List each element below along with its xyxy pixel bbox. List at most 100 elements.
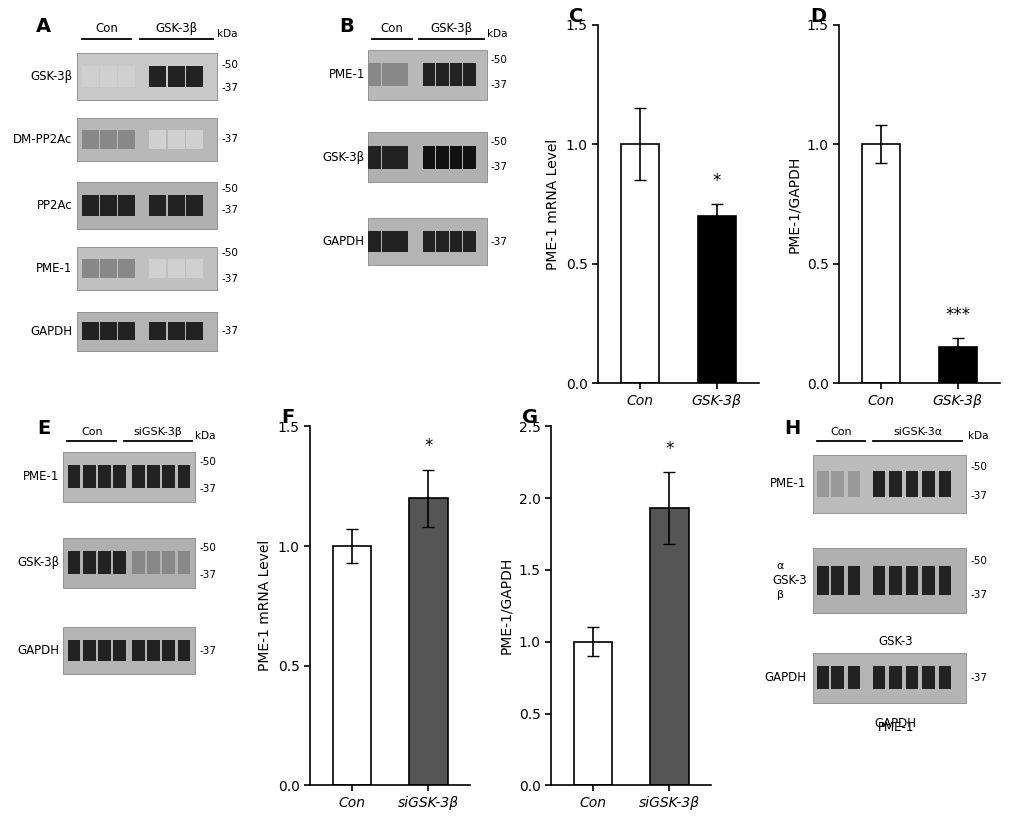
Text: -37: -37 (970, 492, 986, 501)
Text: Con: Con (95, 22, 118, 35)
Text: Con: Con (380, 22, 403, 35)
Text: GAPDH: GAPDH (322, 235, 365, 248)
Bar (77, 118, 217, 161)
Text: GAPDH: GAPDH (17, 645, 59, 657)
Bar (185, 196, 203, 216)
Text: B: B (339, 17, 354, 36)
Bar (132, 551, 145, 574)
Bar (812, 653, 965, 703)
Text: G: G (522, 408, 538, 428)
Text: kDa: kDa (486, 29, 507, 39)
Bar (147, 465, 160, 488)
Text: H: H (783, 420, 799, 438)
Text: -37: -37 (490, 236, 506, 247)
Bar (132, 640, 145, 661)
Text: F: F (281, 408, 294, 428)
Bar (381, 146, 394, 169)
Bar (177, 640, 190, 661)
Bar (167, 130, 184, 149)
Bar (82, 196, 99, 216)
Bar (100, 130, 116, 149)
Bar (449, 231, 462, 252)
Bar (871, 471, 884, 497)
Text: PME-1: PME-1 (328, 68, 365, 81)
Bar (100, 196, 116, 216)
Text: -37: -37 (490, 162, 506, 173)
Text: -37: -37 (222, 134, 238, 144)
Bar (436, 146, 448, 169)
Text: -50: -50 (970, 461, 986, 472)
Bar (117, 130, 135, 149)
Y-axis label: PME-1 mRNA Level: PME-1 mRNA Level (546, 138, 559, 270)
Text: kDa: kDa (967, 431, 988, 441)
Bar (68, 551, 81, 574)
Text: ***: *** (945, 306, 969, 324)
Bar (921, 566, 934, 596)
Text: -37: -37 (222, 326, 238, 336)
Bar (98, 465, 110, 488)
Bar (395, 64, 408, 86)
Bar (368, 146, 380, 169)
Bar (449, 64, 462, 86)
Text: A: A (37, 17, 51, 36)
Bar (574, 642, 611, 785)
Bar (177, 465, 190, 488)
Text: *: * (664, 440, 673, 458)
Text: PME-1: PME-1 (36, 262, 72, 275)
Bar (937, 348, 976, 384)
Bar (889, 667, 901, 689)
Bar (82, 322, 99, 340)
Bar (871, 566, 884, 596)
Bar (436, 231, 448, 252)
Bar (905, 566, 917, 596)
Text: -37: -37 (490, 80, 506, 90)
Bar (847, 667, 859, 689)
Bar (368, 218, 486, 265)
Text: α: α (775, 561, 783, 572)
Bar (463, 231, 476, 252)
Bar (63, 537, 196, 588)
Bar (368, 64, 380, 86)
Bar (150, 196, 166, 216)
Bar (847, 566, 859, 596)
Bar (117, 258, 135, 278)
Bar (100, 322, 116, 340)
Text: -37: -37 (199, 645, 216, 656)
Bar (812, 455, 965, 513)
Bar (84, 640, 96, 661)
Text: -37: -37 (199, 484, 216, 494)
Bar (77, 312, 217, 351)
Text: -50: -50 (199, 456, 216, 466)
Bar (113, 465, 125, 488)
Bar (100, 258, 116, 278)
Bar (167, 322, 184, 340)
Text: -37: -37 (199, 570, 216, 580)
Bar (905, 667, 917, 689)
Text: kDa: kDa (217, 29, 237, 39)
Bar (938, 667, 951, 689)
Bar (650, 508, 688, 785)
Y-axis label: PME-1/GAPDH: PME-1/GAPDH (498, 557, 513, 654)
Text: GSK-3β: GSK-3β (430, 22, 472, 35)
Text: PME-1: PME-1 (23, 470, 59, 483)
Bar (167, 258, 184, 278)
Bar (830, 471, 843, 497)
Text: PME-1: PME-1 (876, 721, 913, 734)
Text: -37: -37 (222, 83, 238, 93)
Bar (409, 498, 447, 785)
Bar (368, 133, 486, 182)
Bar (68, 465, 81, 488)
Text: PP2Ac: PP2Ac (37, 200, 72, 212)
Bar (449, 146, 462, 169)
Bar (697, 216, 735, 384)
Text: siGSK-3α: siGSK-3α (893, 427, 942, 437)
Text: -50: -50 (490, 137, 506, 147)
Bar (921, 471, 934, 497)
Bar (830, 667, 843, 689)
Bar (68, 640, 81, 661)
Text: -50: -50 (490, 55, 506, 65)
Text: -37: -37 (222, 205, 238, 215)
Text: -50: -50 (222, 60, 238, 70)
Bar (167, 196, 184, 216)
Text: D: D (809, 7, 825, 25)
